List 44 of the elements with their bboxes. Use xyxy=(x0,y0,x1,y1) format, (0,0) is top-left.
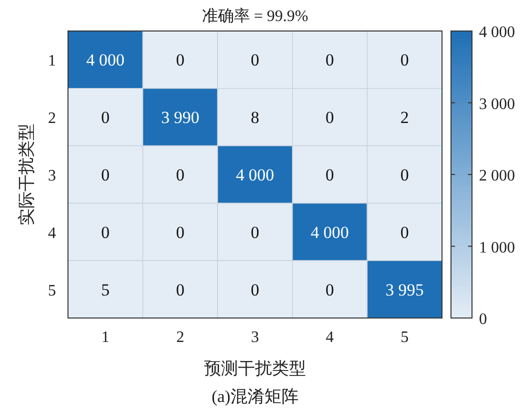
data-label: 0 xyxy=(176,280,184,300)
color-bar-label: 0 xyxy=(479,311,487,328)
data-label: 0 xyxy=(176,50,184,70)
data-label: 0 xyxy=(101,222,110,242)
color-bar-label: 4 000 xyxy=(479,24,515,41)
y-tick-label: 4 xyxy=(48,224,56,242)
data-label: 0 xyxy=(250,222,260,242)
y-tick-label: 3 xyxy=(48,168,56,184)
data-label: 0 xyxy=(326,108,334,128)
data-label: 0 xyxy=(400,222,409,242)
data-label: 0 xyxy=(326,280,334,300)
x-tick-label: 3 xyxy=(251,329,259,346)
y-tick-label: 1 xyxy=(48,52,56,70)
data-label: 3 995 xyxy=(385,280,424,300)
data-label: 4 000 xyxy=(310,222,349,242)
data-label: 0 xyxy=(101,166,110,184)
data-label: 5 xyxy=(101,280,110,300)
color-bar-label: 1 000 xyxy=(479,239,515,256)
x-axis-title: 预测干扰类型 xyxy=(204,359,306,378)
color-bar-label: 3 000 xyxy=(479,96,515,113)
text: (a)混淆矩阵 xyxy=(212,387,298,406)
data-label: 0 xyxy=(400,166,409,184)
y-tick-label: 5 xyxy=(48,282,56,300)
data-label: 4 000 xyxy=(86,50,125,70)
data-label: 0 xyxy=(101,108,110,128)
data-label: 0 xyxy=(326,166,334,184)
data-label: 0 xyxy=(176,166,184,184)
color-bar-label: 2 000 xyxy=(479,168,515,184)
data-label: 0 xyxy=(400,50,409,70)
data-label: 8 xyxy=(250,108,260,128)
data-label: 0 xyxy=(326,50,334,70)
chart-title: 准确率 = 99.9% xyxy=(202,7,308,25)
x-tick-label: 2 xyxy=(176,329,184,346)
data-label: 0 xyxy=(250,50,260,70)
data-label: 4 000 xyxy=(236,166,274,184)
y-tick-label: 2 xyxy=(48,110,56,128)
data-label: 0 xyxy=(176,222,184,242)
data-label: 2 xyxy=(400,108,409,128)
x-tick-label: 4 xyxy=(326,329,334,346)
data-label: 3 990 xyxy=(161,108,200,128)
data-label: 0 xyxy=(250,280,260,300)
x-tick-label: 5 xyxy=(400,329,409,346)
y-axis-title: 实际干扰类型 xyxy=(17,124,36,226)
x-tick-label: 1 xyxy=(101,329,110,346)
